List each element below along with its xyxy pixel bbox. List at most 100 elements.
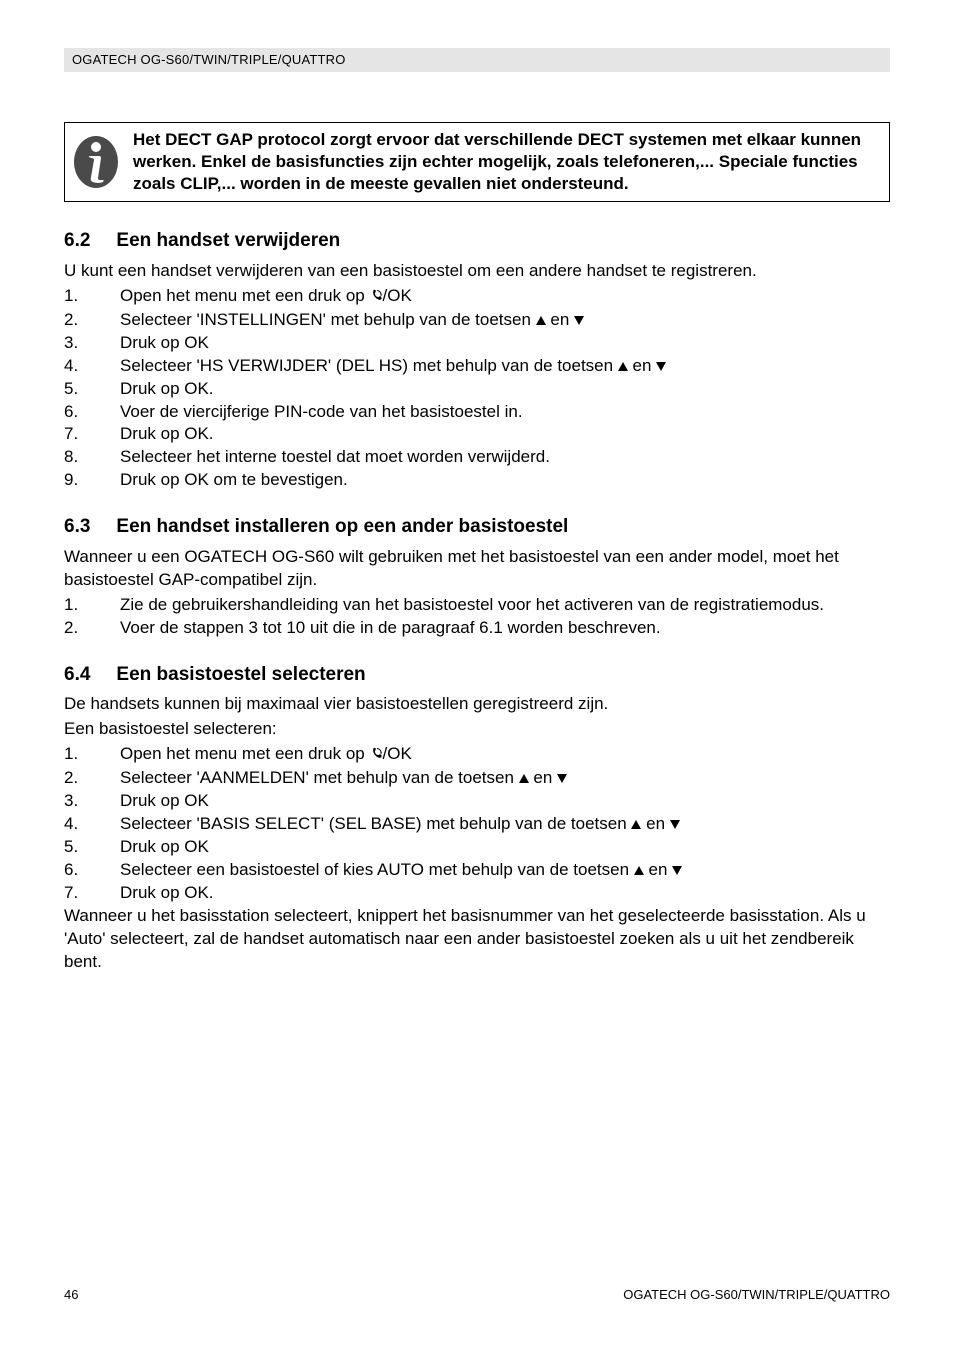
list-item: 2.Selecteer 'AANMELDEN' met behulp van d… [64,767,890,790]
list-item-text: Zie de gebruikershandleiding van het bas… [120,594,890,617]
list-item-number: 9. [64,469,120,492]
list-item: 3.Druk op OK [64,790,890,813]
step-list: 1.Zie de gebruikershandleiding van het b… [64,594,890,640]
arrow-sep-text: en [546,310,574,329]
step-text-pre: Selecteer 'HS VERWIJDER' (DEL HS) met be… [120,356,618,375]
list-item: 4.Selecteer 'BASIS SELECT' (SEL BASE) me… [64,813,890,836]
list-item-text: Open het menu met een druk op /OK [120,743,890,767]
arrow-up-icon [536,316,546,325]
arrow-down-icon [574,316,584,325]
list-item-number: 6. [64,401,120,424]
arrow-sep-text: en [628,356,656,375]
list-item-number: 6. [64,859,120,882]
section-6-2: 6.2 Een handset verwijderen U kunt een h… [64,228,890,492]
list-item: 4.Selecteer 'HS VERWIJDER' (DEL HS) met … [64,355,890,378]
list-item-text: Druk op OK. [120,378,890,401]
list-item-number: 1. [64,285,120,309]
section-intro: Wanneer u een OGATECH OG-S60 wilt gebrui… [64,546,890,592]
arrow-up-icon [631,820,641,829]
page-number: 46 [64,1286,78,1304]
list-item-text: Voer de viercijferige PIN-code van het b… [120,401,890,424]
step-text-pre: Selecteer 'BASIS SELECT' (SEL BASE) met … [120,814,631,833]
step-text-pre: Selecteer 'INSTELLINGEN' met behulp van … [120,310,536,329]
list-item-number: 8. [64,446,120,469]
list-item: 7.Druk op OK. [64,423,890,446]
section-6-3: 6.3 Een handset installeren op een ander… [64,514,890,639]
section-title: Een basistoestel selecteren [116,662,365,688]
info-icon [71,134,121,190]
step-list: 1.Open het menu met een druk op /OK2.Sel… [64,285,890,492]
arrow-up-icon [618,362,628,371]
section-heading-6-2: 6.2 Een handset verwijderen [64,228,890,254]
list-item-number: 2. [64,767,120,790]
section-outro: Wanneer u het basisstation selecteert, k… [64,905,890,974]
arrow-sep-text: en [529,768,557,787]
list-item: 9.Druk op OK om te bevestigen. [64,469,890,492]
arrow-sep-text: en [641,814,669,833]
list-item-text: Selecteer het interne toestel dat moet w… [120,446,890,469]
step-text-pre: Open het menu met een druk op [120,286,370,305]
list-item: 5.Druk op OK. [64,378,890,401]
arrow-up-icon [634,866,644,875]
step-list: 1.Open het menu met een druk op /OK2.Sel… [64,743,890,905]
list-item: 1.Open het menu met een druk op /OK [64,743,890,767]
list-item-text: Selecteer 'BASIS SELECT' (SEL BASE) met … [120,813,890,836]
list-item-text: Druk op OK om te bevestigen. [120,469,890,492]
list-item: 1.Zie de gebruikershandleiding van het b… [64,594,890,617]
step-text-post: /OK [383,744,412,763]
arrow-down-icon [670,820,680,829]
arrow-down-icon [672,866,682,875]
redial-ok-icon [370,286,383,309]
list-item: 2.Selecteer 'INSTELLINGEN' met behulp va… [64,309,890,332]
list-item-number: 4. [64,813,120,836]
section-title: Een handset verwijderen [116,228,340,254]
section-num: 6.3 [64,514,90,540]
section-num: 6.4 [64,662,90,688]
section-title: Een handset installeren op een ander bas… [116,514,568,540]
list-item-number: 5. [64,378,120,401]
list-item-number: 2. [64,617,120,640]
page-footer: 46 OGATECH OG-S60/TWIN/TRIPLE/QUATTRO [64,1286,890,1304]
section-intro: U kunt een handset verwijderen van een b… [64,260,890,283]
list-item: 3.Druk op OK [64,332,890,355]
list-item-text: Selecteer 'HS VERWIJDER' (DEL HS) met be… [120,355,890,378]
list-item: 6.Selecteer een basistoestel of kies AUT… [64,859,890,882]
arrow-down-icon [656,362,666,371]
list-item-text: Druk op OK [120,332,890,355]
list-item-text: Selecteer een basistoestel of kies AUTO … [120,859,890,882]
list-item-text: Druk op OK [120,836,890,859]
section-heading-6-4: 6.4 Een basistoestel selecteren [64,662,890,688]
list-item-number: 1. [64,594,120,617]
info-box: Het DECT GAP protocol zorgt ervoor dat v… [64,122,890,202]
footer-model: OGATECH OG-S60/TWIN/TRIPLE/QUATTRO [623,1286,890,1304]
info-box-text: Het DECT GAP protocol zorgt ervoor dat v… [133,129,879,195]
list-item-number: 7. [64,882,120,905]
list-item-text: Voer de stappen 3 tot 10 uit die in de p… [120,617,890,640]
arrow-up-icon [519,774,529,783]
list-item: 7.Druk op OK. [64,882,890,905]
list-item-text: Druk op OK. [120,423,890,446]
list-item-number: 3. [64,332,120,355]
section-6-4: 6.4 Een basistoestel selecteren De hands… [64,662,890,974]
step-text-pre: Open het menu met een druk op [120,744,370,763]
list-item-number: 7. [64,423,120,446]
list-item-number: 3. [64,790,120,813]
redial-ok-icon [370,744,383,767]
list-item-number: 2. [64,309,120,332]
list-item-number: 5. [64,836,120,859]
arrow-sep-text: en [644,860,672,879]
list-item: 6.Voer de viercijferige PIN-code van het… [64,401,890,424]
arrow-down-icon [557,774,567,783]
list-item: 1.Open het menu met een druk op /OK [64,285,890,309]
list-item-number: 4. [64,355,120,378]
list-item: 8.Selecteer het interne toestel dat moet… [64,446,890,469]
section-intro-line1: De handsets kunnen bij maximaal vier bas… [64,693,890,716]
section-num: 6.2 [64,228,90,254]
list-item: 2.Voer de stappen 3 tot 10 uit die in de… [64,617,890,640]
list-item-text: Selecteer 'AANMELDEN' met behulp van de … [120,767,890,790]
list-item-text: Druk op OK. [120,882,890,905]
list-item-text: Selecteer 'INSTELLINGEN' met behulp van … [120,309,890,332]
header-model-text: OGATECH OG-S60/TWIN/TRIPLE/QUATTRO [72,51,346,69]
step-text-pre: Selecteer een basistoestel of kies AUTO … [120,860,634,879]
list-item: 5.Druk op OK [64,836,890,859]
